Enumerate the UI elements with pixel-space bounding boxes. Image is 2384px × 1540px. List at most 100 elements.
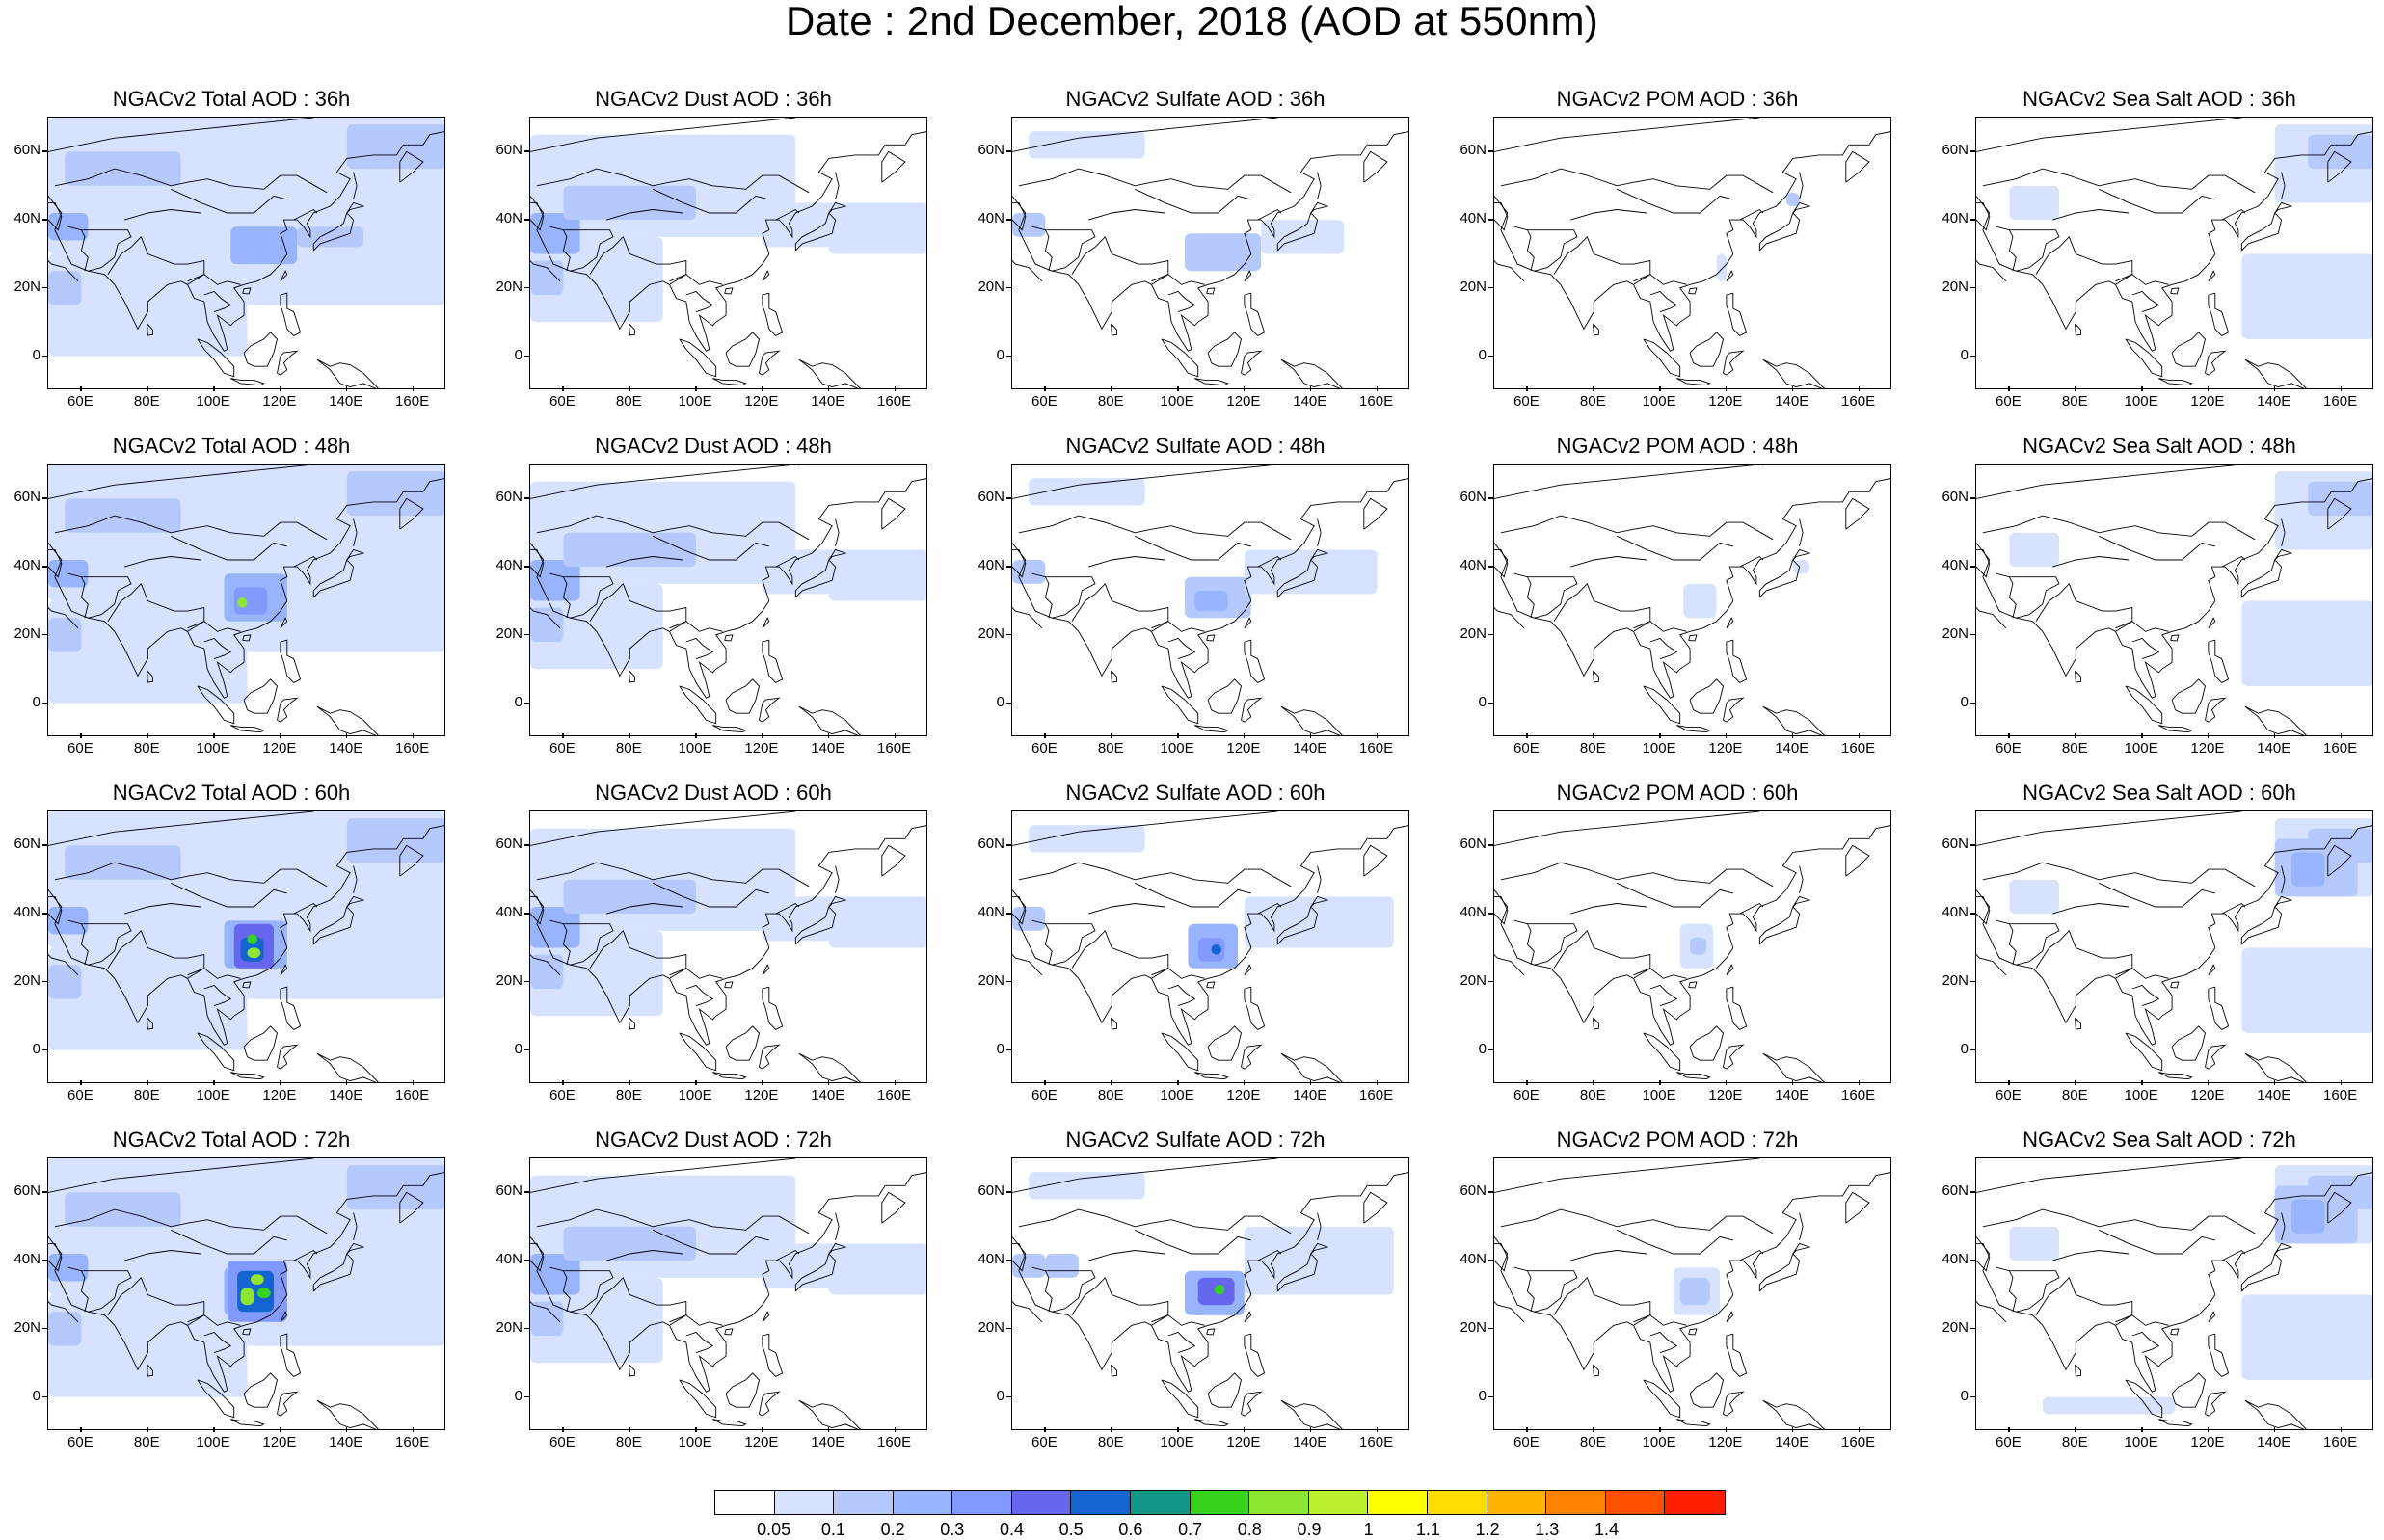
coastline: [1111, 1364, 1117, 1377]
coastline: [1194, 725, 1229, 733]
x-tick-label: 140E: [811, 1434, 845, 1450]
aod-shaded-region: [563, 1226, 697, 1261]
coastline: [2009, 923, 2060, 966]
x-tick-label: 160E: [1841, 1087, 1876, 1103]
x-tick-label: 120E: [744, 740, 779, 757]
x-tick-mark: [1526, 1427, 1528, 1432]
y-tick-mark: [1006, 286, 1011, 289]
coastline: [1018, 862, 1292, 888]
aod-shaded-region: [1029, 825, 1145, 853]
colorbar-swatch: [715, 1491, 775, 1514]
coastline: [2327, 150, 2352, 183]
coastline: [230, 378, 265, 386]
y-tick-label: 60N: [978, 489, 1004, 506]
x-tick-label: 120E: [2190, 1087, 2225, 1103]
y-tick-mark: [1006, 566, 1011, 568]
panel-title: NGACv2 Dust AOD : 36h: [595, 87, 832, 111]
x-tick-label: 140E: [811, 740, 845, 757]
aod-shaded-region: [530, 236, 663, 323]
coastline: [2035, 1276, 2133, 1323]
coastline: [353, 518, 358, 547]
coastline: [1012, 1294, 1043, 1323]
y-tick-label: 60N: [978, 142, 1004, 159]
coastline: [1151, 968, 1205, 979]
x-tick-mark: [2141, 386, 2143, 391]
y-tick-mark: [1488, 633, 1493, 636]
coastline: [2115, 1314, 2169, 1326]
x-tick-label: 100E: [196, 393, 230, 410]
y-tick-label: 60N: [1460, 1182, 1487, 1200]
aod-shaded-region: [1194, 590, 1228, 612]
map-frame: [529, 810, 927, 1083]
aod-shaded-region: [48, 271, 82, 305]
coastline: [280, 1333, 302, 1377]
x-tick-label: 120E: [2190, 1434, 2225, 1450]
y-tick-label: 0: [1960, 346, 1969, 363]
y-tick-label: 20N: [1942, 624, 1969, 642]
coastline: [147, 1364, 153, 1377]
map-panel-sulfate-60h: NGACv2 Sulfate AOD : 60h 60E 80E 100E 120E 14…: [964, 781, 1427, 1108]
coastline: [1758, 895, 1811, 945]
y-tick-mark: [1970, 150, 1975, 152]
coastline: [2052, 903, 2130, 915]
coastline: [242, 981, 252, 989]
coastline: [563, 1270, 614, 1313]
coastline: [2327, 497, 2352, 530]
x-tick-label: 100E: [678, 1434, 712, 1450]
coastline: [2125, 1032, 2163, 1072]
coastline: [312, 548, 365, 598]
x-tick-mark: [1044, 1080, 1046, 1085]
coastline: [48, 811, 314, 846]
coastline: [48, 131, 444, 352]
aod-field-map: [1976, 811, 2372, 1082]
x-tick-label: 140E: [1293, 740, 1327, 757]
aod-shaded-region: [1690, 937, 1707, 955]
coastline: [1649, 637, 1678, 660]
colorbar-label: 1.2: [1475, 1520, 1500, 1539]
coastline: [1676, 1419, 1711, 1427]
coastline: [1494, 253, 1525, 282]
map-panel-sulfate-72h: NGACv2 Sulfate AOD : 72h 60E 80E 100E 120E 14…: [964, 1128, 1427, 1455]
coastline: [280, 1311, 288, 1323]
coastline: [835, 172, 840, 200]
map-panel-dust-72h: NGACv2 Dust AOD : 72h 60E 80E 100E 120E 140E 1…: [482, 1128, 945, 1455]
coastline: [48, 118, 314, 152]
y-tick-mark: [42, 1260, 47, 1261]
aod-shaded-region: [1012, 1254, 1046, 1278]
x-tick-label: 160E: [395, 1087, 430, 1103]
coastline: [530, 131, 926, 352]
coastline: [48, 201, 63, 231]
aod-shaded-region: [346, 124, 444, 170]
x-tick-label: 140E: [1293, 393, 1327, 410]
y-tick-mark: [1970, 286, 1975, 289]
coastline: [794, 1242, 847, 1292]
x-tick-mark: [1243, 1427, 1246, 1432]
x-tick-label: 100E: [1160, 740, 1194, 757]
figure-title: Date : 2nd December, 2018 (AOD at 550nm): [785, 0, 1599, 43]
y-tick-mark: [1006, 702, 1011, 704]
y-tick-mark: [1006, 1191, 1011, 1193]
x-tick-label: 60E: [67, 740, 94, 757]
y-tick-label: 60N: [496, 489, 522, 506]
x-tick-label: 100E: [196, 1434, 230, 1450]
coastline: [147, 323, 153, 336]
coastline: [316, 358, 379, 388]
x-tick-label: 80E: [2061, 1434, 2088, 1450]
colorbar-label: 1: [1363, 1520, 1374, 1539]
coastline: [1617, 1229, 1733, 1255]
aod-shaded-region: [828, 1243, 926, 1295]
x-tick-label: 160E: [2323, 740, 2358, 757]
panel-title: NGACv2 Sulfate AOD : 60h: [1065, 781, 1326, 805]
coastline: [653, 882, 769, 908]
aod-shaded-region: [828, 896, 926, 948]
x-tick-mark: [2273, 386, 2276, 391]
y-tick-mark: [42, 1191, 47, 1193]
coastline: [1494, 131, 1890, 352]
y-tick-label: 0: [514, 693, 522, 710]
x-tick-label: 80E: [2061, 740, 2088, 757]
coastline: [1363, 497, 1388, 530]
x-tick-mark: [2207, 1080, 2210, 1085]
map-panel-pom-60h: NGACv2 POM AOD : 60h 60E 80E 100E 120E 140E 16…: [1446, 781, 1909, 1108]
x-tick-label: 120E: [2190, 740, 2225, 757]
coastline: [1088, 1250, 1165, 1261]
